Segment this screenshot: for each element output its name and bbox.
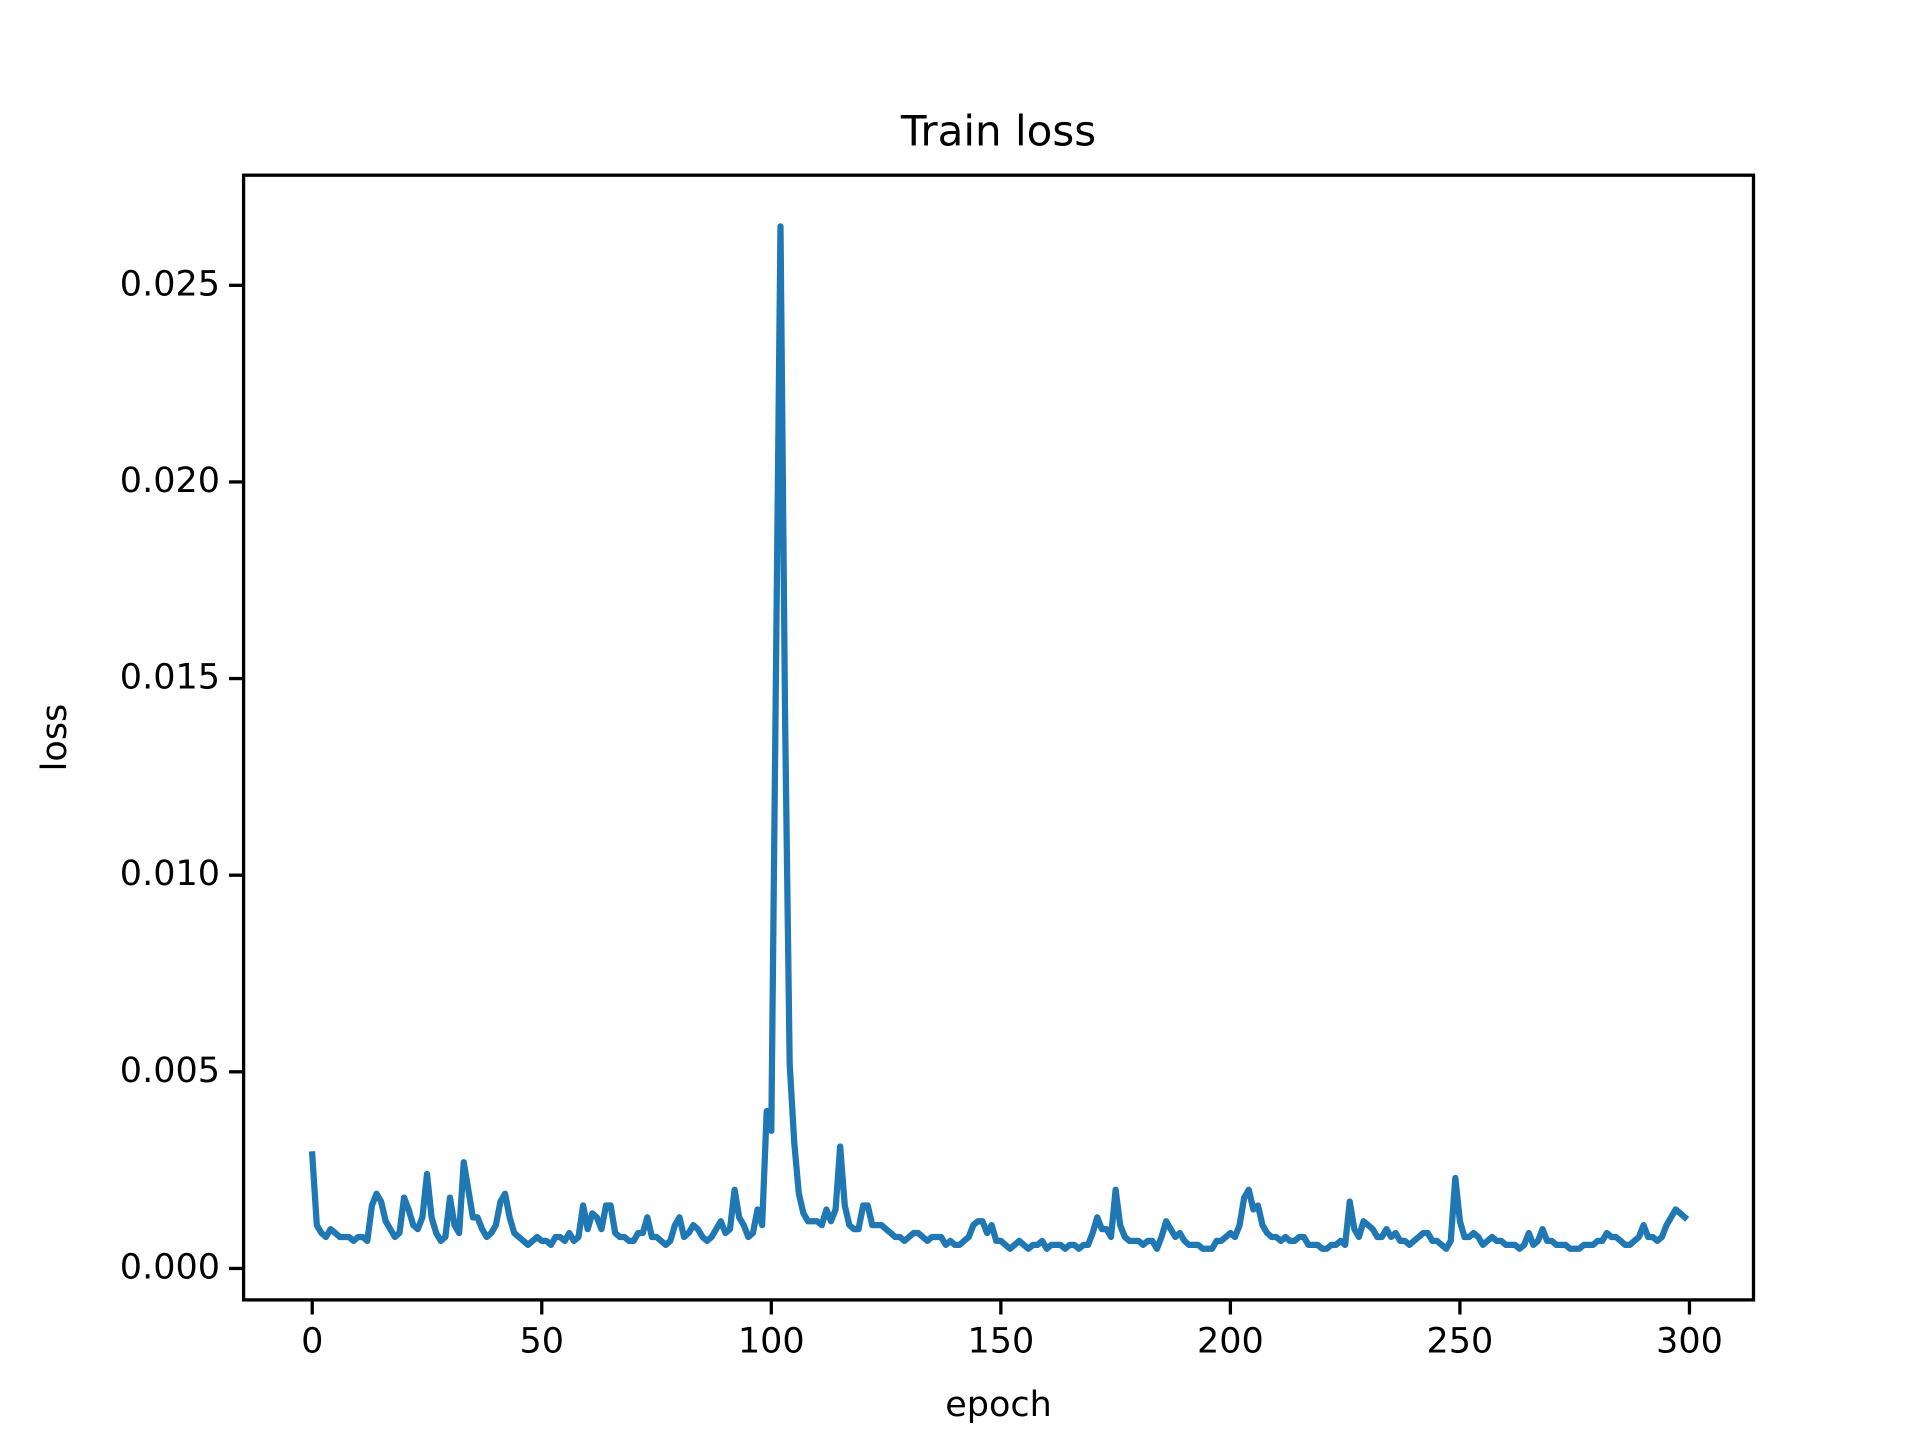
x-tick-label: 0 xyxy=(301,1322,323,1362)
y-tick-label: 0.015 xyxy=(120,658,220,698)
x-tick-label: 50 xyxy=(519,1322,564,1362)
y-tick-label: 0.025 xyxy=(120,264,220,304)
chart-title: Train loss xyxy=(900,107,1096,156)
x-axis-label: epoch xyxy=(945,1385,1052,1425)
plot-frame xyxy=(241,173,1756,1302)
y-tick-label: 0.000 xyxy=(120,1247,220,1287)
x-tick-label: 200 xyxy=(1197,1322,1264,1362)
x-tick-label: 300 xyxy=(1656,1322,1723,1362)
x-tick-label: 100 xyxy=(738,1322,805,1362)
y-tick-label: 0.020 xyxy=(120,461,220,501)
y-axis-label: loss xyxy=(35,704,75,772)
y-tick-label: 0.005 xyxy=(120,1051,220,1091)
x-tick-label: 150 xyxy=(967,1322,1034,1362)
x-tick-label: 250 xyxy=(1427,1322,1494,1362)
line-series xyxy=(308,223,1690,1252)
y-tick-label: 0.010 xyxy=(120,854,220,894)
